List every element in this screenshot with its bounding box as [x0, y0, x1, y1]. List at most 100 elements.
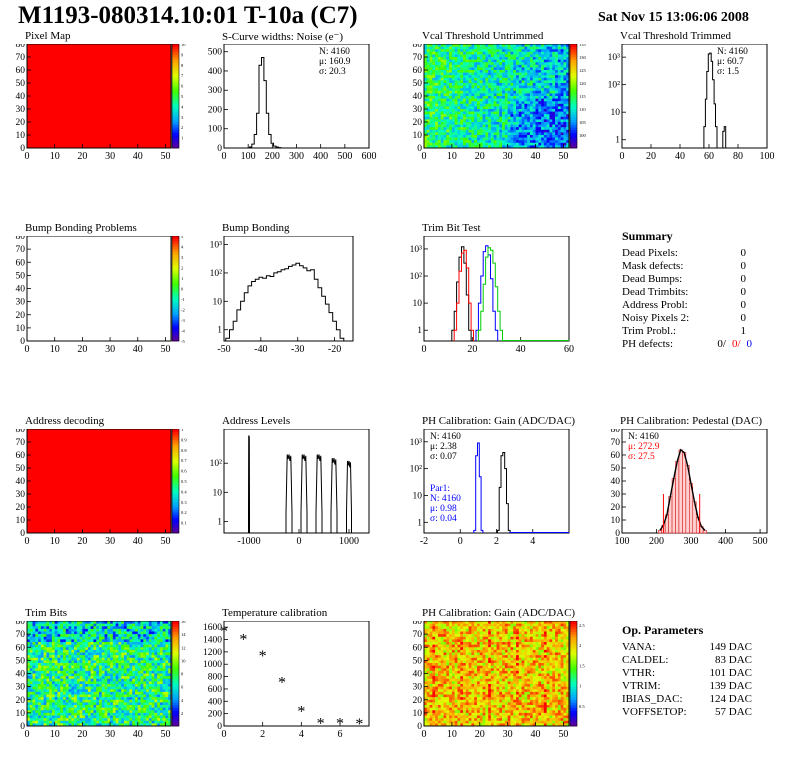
x-tick-label: 20	[467, 344, 477, 355]
y-tick-label: 1000	[203, 660, 222, 670]
summary-value: 0	[740, 286, 747, 298]
colorbar-tick-label: 0.5	[181, 479, 187, 484]
summary-value: 0	[740, 260, 747, 272]
x-tick-label: 20	[475, 729, 485, 740]
summary-row: Dead Pixels: 0	[622, 247, 746, 260]
x-tick-label: 6	[338, 729, 343, 740]
x-tick-label: 500	[753, 536, 768, 547]
colorbar-tick-label: 6	[181, 685, 184, 690]
heatmap-fill	[27, 44, 171, 148]
stats-par1-line: Par1:	[430, 484, 450, 494]
x-tick-label: 40	[133, 536, 143, 547]
op-param-row: VTHR: 101 DAC	[622, 667, 752, 680]
colorbar-tick-label: 10	[181, 658, 186, 663]
op-param-label: VOFFSETOP:	[622, 706, 687, 718]
y-tick-label: 0	[217, 722, 222, 732]
ph-defects-values: 0/0/0	[711, 338, 752, 350]
stats-line: N: 4160	[717, 47, 748, 57]
series-line-2	[473, 442, 484, 533]
address-level-peak-2	[285, 454, 293, 533]
y-tick-label: 80	[16, 236, 26, 242]
y-tick-label: 80	[16, 44, 26, 50]
op-param-label: CALDEL:	[622, 654, 669, 666]
x-tick-label: 100	[615, 536, 630, 547]
op-param-label: VTHR:	[622, 667, 655, 679]
x-tick-label: 10	[50, 536, 60, 547]
chart-title-trim-bit-test: Trim Bit Test	[422, 222, 481, 234]
op-param-row: VANA: 149 DAC	[622, 641, 752, 654]
x-tick-label: 20	[77, 729, 87, 740]
x-tick-label: 40	[531, 729, 541, 740]
x-tick-label: 500	[337, 151, 352, 162]
y-tick-label: 70	[16, 630, 26, 640]
colorbar-tick-label: 10	[181, 44, 186, 47]
y-tick-label: 10²	[410, 465, 423, 475]
y-tick-label: 40	[16, 477, 26, 487]
y-tick-label: 30	[413, 683, 423, 693]
x-tick-label: 30	[105, 729, 115, 740]
chart-vcal-untrimmed: 100 105 110 115 120 125 130 135 0 10 20 30 40 50 0 10 20…	[413, 44, 587, 162]
colorbar-tick-label: 8	[181, 672, 184, 677]
y-tick-label: 20	[16, 696, 26, 706]
temperature-point: *	[336, 715, 344, 732]
chart-address-levels: -1000 0 1000 1 10 10²	[210, 429, 370, 547]
plot-frame	[26, 236, 172, 342]
op-param-row: VTRIM: 139 DAC	[622, 680, 752, 693]
summary-value: 0	[740, 299, 747, 311]
stats-par1-line: σ: 0.04	[430, 514, 457, 524]
y-tick-label: 50	[611, 464, 621, 474]
op-param-value: 57 DAC	[715, 706, 752, 718]
x-tick-label: 40	[531, 151, 541, 162]
x-tick-label: 50	[160, 151, 170, 162]
heatmap-cells	[27, 621, 172, 727]
stats-line: σ: 0.07	[430, 452, 457, 462]
y-tick-label: 70	[413, 53, 423, 63]
summary-label: Noisy Pixels 2:	[622, 312, 690, 324]
colorbar: 0.1 0.2 0.3 0.4 0.5 0.6 0.7 0.8 0.9 1	[171, 429, 187, 534]
summary-title: Summary	[622, 229, 673, 243]
colorbar-tick-label: 9	[181, 52, 184, 57]
chart-title-address-decoding: Address decoding	[25, 415, 105, 427]
chart-title-bump-bonding: Bump Bonding	[222, 222, 290, 234]
x-tick-label: 1000	[339, 536, 359, 547]
y-tick-label: 0	[20, 144, 25, 154]
op-param-value: 83 DAC	[715, 654, 752, 666]
address-level-peak-3	[300, 454, 308, 533]
colorbar-tick-label: 0.8	[181, 448, 187, 453]
chart-title-vcal-trimmed: Vcal Threshold Trimmed	[620, 30, 732, 42]
summary-label: Dead Pixels:	[622, 247, 678, 259]
summary-row: Dead Bumps: 0	[622, 273, 746, 286]
axis-ticks: 0 10 20 30 40 50 0 10 20 30 40 50 60 70 80	[413, 44, 568, 162]
colorbar-tick-label: 5	[181, 94, 184, 99]
colorbar-tick-label: 2	[181, 711, 183, 716]
y-tick-label: 50	[16, 656, 26, 666]
series-line-1	[702, 52, 728, 149]
y-tick-label: 10	[611, 516, 621, 526]
x-tick-label: 40	[675, 151, 685, 162]
y-tick-label: 400	[208, 67, 223, 77]
address-level-peak-1	[248, 435, 250, 533]
y-tick-label: 10	[213, 297, 223, 307]
chart-title-ph-pedestal: PH Calibration: Pedestal (DAC)	[620, 415, 763, 427]
x-tick-label: 10	[447, 151, 457, 162]
axis-ticks: 100 200 300 400 500 0 10 20 30 40 50 60 70 80	[611, 429, 768, 547]
x-tick-label: 2	[260, 729, 265, 740]
x-tick-label: 40	[133, 344, 143, 355]
x-tick-label: 10	[50, 729, 60, 740]
y-tick-label: 10	[16, 516, 26, 526]
colorbar-tick-label: 0.3	[181, 500, 187, 505]
y-tick-label: 10³	[410, 245, 423, 255]
op-param-label: IBIAS_DAC:	[622, 693, 683, 705]
colorbar-tick-label: 105	[579, 120, 587, 125]
y-tick-label: 200	[208, 710, 223, 720]
y-tick-label: 1	[615, 136, 620, 146]
y-tick-label: 50	[16, 271, 26, 281]
y-tick-label: 1200	[203, 648, 222, 658]
colorbar-tick-label: 4	[181, 245, 184, 250]
y-tick-label: 20	[16, 118, 26, 128]
x-tick-label: 100	[241, 151, 256, 162]
x-tick-label: 30	[105, 151, 115, 162]
y-tick-label: 300	[208, 86, 223, 96]
